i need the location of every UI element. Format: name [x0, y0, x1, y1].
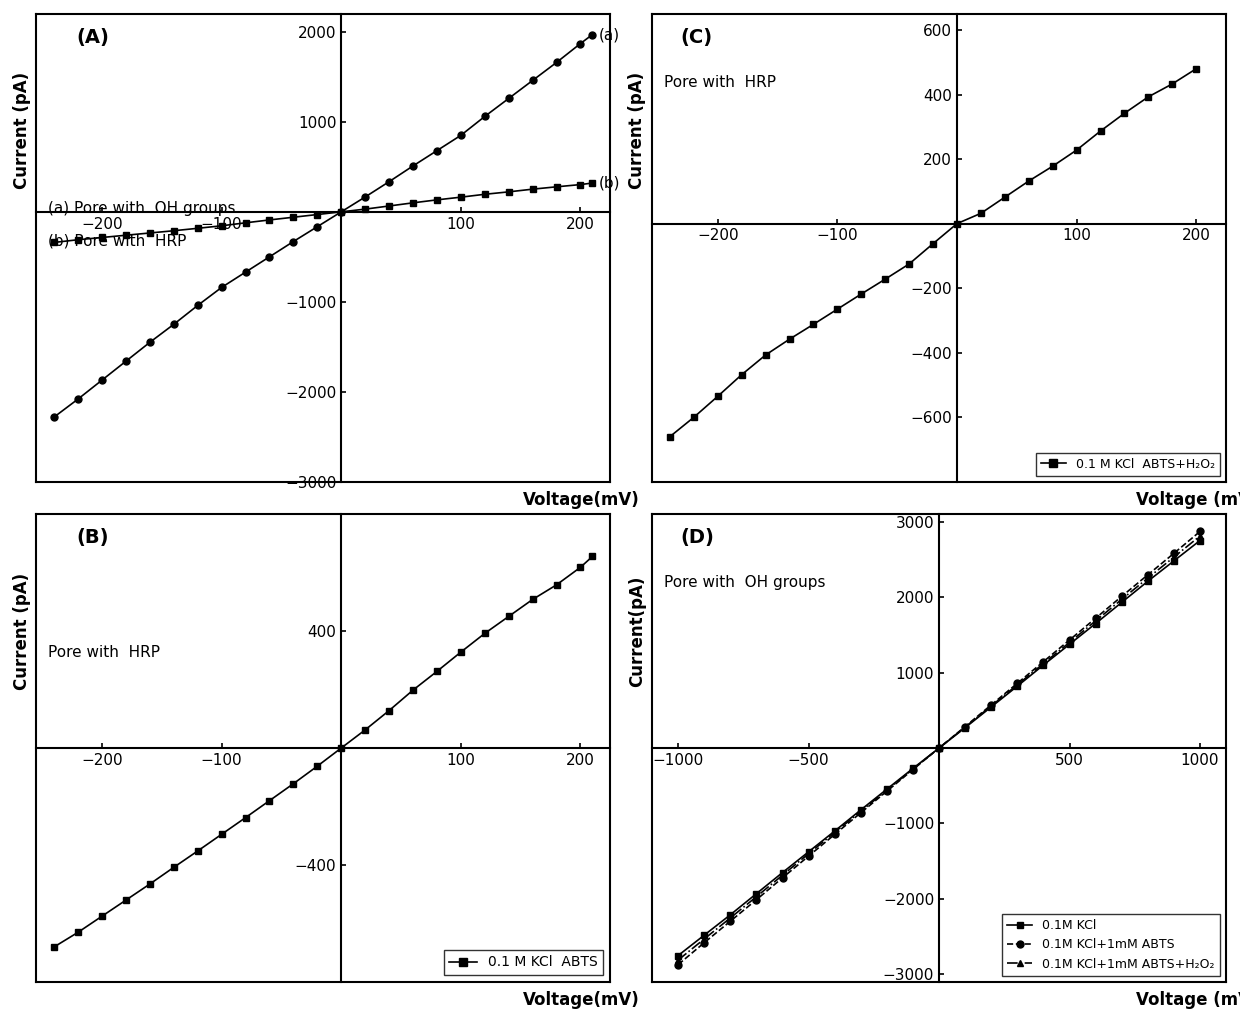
Text: Pore with  OH groups: Pore with OH groups — [663, 575, 825, 590]
Text: (a) Pore with  OH groups: (a) Pore with OH groups — [47, 201, 236, 216]
Text: Pore with  HRP: Pore with HRP — [663, 75, 775, 90]
X-axis label: Voltage (mV): Voltage (mV) — [1136, 991, 1240, 1010]
Text: (a): (a) — [599, 28, 620, 42]
Y-axis label: Current (pA): Current (pA) — [12, 72, 31, 190]
Text: (C): (C) — [681, 28, 713, 47]
X-axis label: Voltage (mV): Voltage (mV) — [1136, 491, 1240, 509]
Legend: 0.1 M KCl  ABTS+H₂O₂: 0.1 M KCl ABTS+H₂O₂ — [1035, 452, 1220, 476]
Text: (D): (D) — [681, 528, 714, 547]
Y-axis label: Current (pA): Current (pA) — [629, 72, 646, 190]
Legend: 0.1 M KCl  ABTS: 0.1 M KCl ABTS — [444, 950, 604, 975]
Text: Pore with  HRP: Pore with HRP — [47, 645, 160, 661]
Y-axis label: Current (pA): Current (pA) — [12, 573, 31, 689]
X-axis label: Voltage(mV): Voltage(mV) — [523, 491, 640, 509]
Text: (B): (B) — [77, 528, 109, 547]
X-axis label: Voltage(mV): Voltage(mV) — [523, 991, 640, 1010]
Text: (b): (b) — [599, 176, 620, 191]
Text: (A): (A) — [77, 28, 109, 47]
Legend: 0.1M KCl, 0.1M KCl+1mM ABTS, 0.1M KCl+1mM ABTS+H₂O₂: 0.1M KCl, 0.1M KCl+1mM ABTS, 0.1M KCl+1m… — [1002, 914, 1220, 976]
Text: (b) Pore with  HRP: (b) Pore with HRP — [47, 234, 186, 249]
Y-axis label: Current(pA): Current(pA) — [629, 576, 646, 687]
